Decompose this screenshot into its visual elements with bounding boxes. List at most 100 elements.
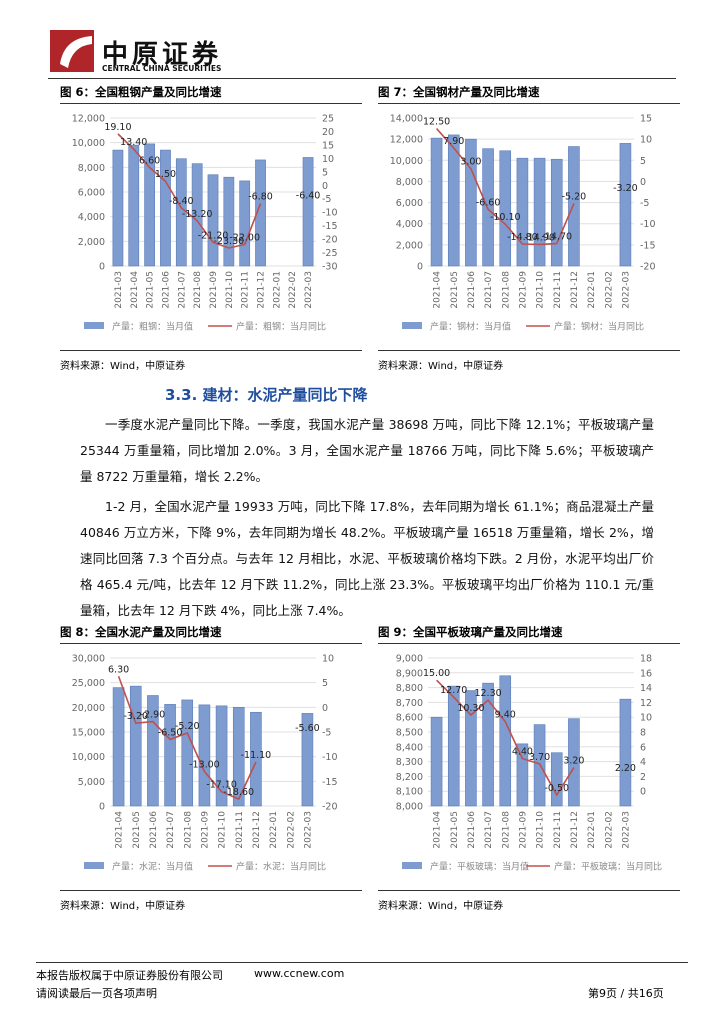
- y-tick-label: 8,200: [396, 772, 423, 783]
- bar: [568, 146, 580, 267]
- logo-mark: [50, 30, 94, 72]
- x-tick-label: 2021-08: [193, 271, 203, 309]
- y2-tick-label: -20: [640, 262, 656, 273]
- data-label: 6.30: [108, 664, 129, 675]
- legend-swatch: [84, 862, 104, 869]
- x-tick-label: 2022-03: [304, 271, 314, 309]
- figure-source: 资料来源：Wind，中原证券: [378, 890, 680, 912]
- y2-tick-label: 5: [640, 156, 646, 167]
- bar: [430, 716, 443, 807]
- x-tick-label: 2021-06: [161, 271, 171, 309]
- y-tick-label: 10,000: [72, 138, 105, 149]
- x-tick-label: 2021-10: [536, 271, 546, 309]
- y-tick-label: 25,000: [72, 678, 105, 689]
- data-label: -14.70: [541, 232, 572, 243]
- x-tick-label: 2022-03: [621, 811, 631, 849]
- bar: [301, 713, 314, 807]
- data-label: 10.30: [457, 703, 484, 714]
- data-label: 1.50: [155, 169, 176, 180]
- bar: [129, 685, 142, 807]
- chart: 0 2,000 4,000 6,000 8,000 10,000 12,000 14,000 -…: [390, 114, 656, 333]
- bar: [144, 143, 155, 267]
- data-label: 12.30: [474, 688, 501, 699]
- y-tick-label: 5,000: [78, 777, 105, 788]
- y2-tick-label: -15: [322, 221, 338, 232]
- data-label: 3.00: [460, 157, 481, 168]
- y-tick-label: 30,000: [72, 654, 105, 665]
- bar: [250, 711, 262, 807]
- figure-title: 图 8：全国水泥产量及同比增速: [60, 624, 362, 644]
- y2-tick-label: 5: [322, 167, 328, 178]
- x-tick-label: 2021-05: [146, 271, 156, 309]
- data-label: -5.20: [562, 191, 587, 202]
- logo-subtext: CENTRAL CHINA SECURITIES: [102, 64, 222, 73]
- x-tick-label: 2022-02: [604, 271, 614, 309]
- legend-label: 产量：水泥：当月值: [112, 861, 193, 873]
- bar: [516, 743, 529, 807]
- y2-tick-label: 0: [322, 181, 328, 192]
- data-label: -14.90: [524, 232, 555, 243]
- figure-source: 资料来源：Wind，中原证券: [60, 350, 362, 372]
- footer-url: www.ccnew.com: [254, 967, 345, 980]
- bar: [164, 704, 176, 807]
- x-tick-label: 2021-12: [570, 811, 580, 849]
- y-tick-label: 0: [417, 262, 423, 273]
- bar: [619, 698, 632, 807]
- figure-source: 资料来源：Wind，中原证券: [60, 890, 362, 912]
- bar: [175, 158, 187, 267]
- footer-rule: [36, 962, 688, 963]
- x-tick-label: 2021-08: [501, 271, 511, 309]
- y2-tick-label: 0: [640, 787, 646, 798]
- y-tick-label: 6,000: [78, 188, 105, 199]
- x-tick-label: 2021-07: [484, 271, 494, 309]
- y2-tick-label: 8: [640, 728, 646, 739]
- y-tick-label: 8,400: [396, 742, 423, 753]
- y2-tick-label: 10: [322, 154, 334, 165]
- y2-tick-label: 15: [322, 140, 334, 151]
- x-tick-label: 2022-03: [621, 271, 631, 309]
- y-tick-label: 10,000: [390, 156, 423, 167]
- x-tick-label: 2021-12: [252, 811, 262, 849]
- y-tick-label: 2,000: [396, 240, 423, 251]
- bar: [465, 690, 477, 807]
- y2-tick-label: 15: [640, 114, 652, 125]
- chart: 0 5,000 10,000 15,000 20,000 25,000 30,000 -20 -…: [72, 654, 338, 873]
- bar: [499, 150, 512, 267]
- data-label: 9.40: [495, 710, 516, 721]
- data-label: 12.70: [440, 685, 467, 696]
- data-label: -6.50: [158, 727, 183, 738]
- data-label: -8.40: [169, 196, 194, 207]
- figure-title: 图 6：全国粗钢产量及同比增速: [60, 84, 362, 104]
- y2-tick-label: 0: [640, 177, 646, 188]
- y-tick-label: 2,000: [78, 237, 105, 248]
- data-label: -21.20: [198, 230, 229, 241]
- bar: [482, 682, 494, 807]
- y2-tick-label: 25: [322, 114, 334, 125]
- bar: [550, 158, 563, 267]
- bar: [465, 138, 477, 267]
- data-label: 4.40: [512, 747, 533, 758]
- y-tick-label: 8,300: [396, 757, 423, 768]
- bar: [447, 685, 460, 807]
- y2-tick-label: -20: [322, 235, 338, 246]
- y2-tick-label: -15: [640, 240, 656, 251]
- data-label: 12.50: [423, 117, 450, 128]
- y-tick-label: 0: [99, 802, 105, 813]
- x-tick-label: 2021-04: [130, 271, 140, 309]
- y2-tick-label: -25: [322, 248, 338, 259]
- bar: [430, 137, 443, 267]
- y-tick-label: 8,900: [396, 668, 423, 679]
- x-tick-label: 2022-02: [288, 271, 298, 309]
- y-tick-label: 8,000: [396, 802, 423, 813]
- data-label: 6.60: [139, 156, 160, 167]
- legend-swatch: [84, 322, 104, 329]
- y-tick-label: 6,000: [396, 198, 423, 209]
- x-tick-label: 2021-07: [177, 271, 187, 309]
- legend-label: 产量：平板玻璃：当月值: [430, 861, 529, 873]
- y2-tick-label: -5: [640, 198, 649, 209]
- x-tick-label: 2021-12: [257, 271, 267, 309]
- x-tick-label: 2021-04: [433, 271, 443, 309]
- bar: [112, 687, 125, 807]
- footer-copyright: 本报告版权属于中原证券股份有限公司: [36, 969, 223, 982]
- y2-tick-label: 5: [322, 678, 328, 689]
